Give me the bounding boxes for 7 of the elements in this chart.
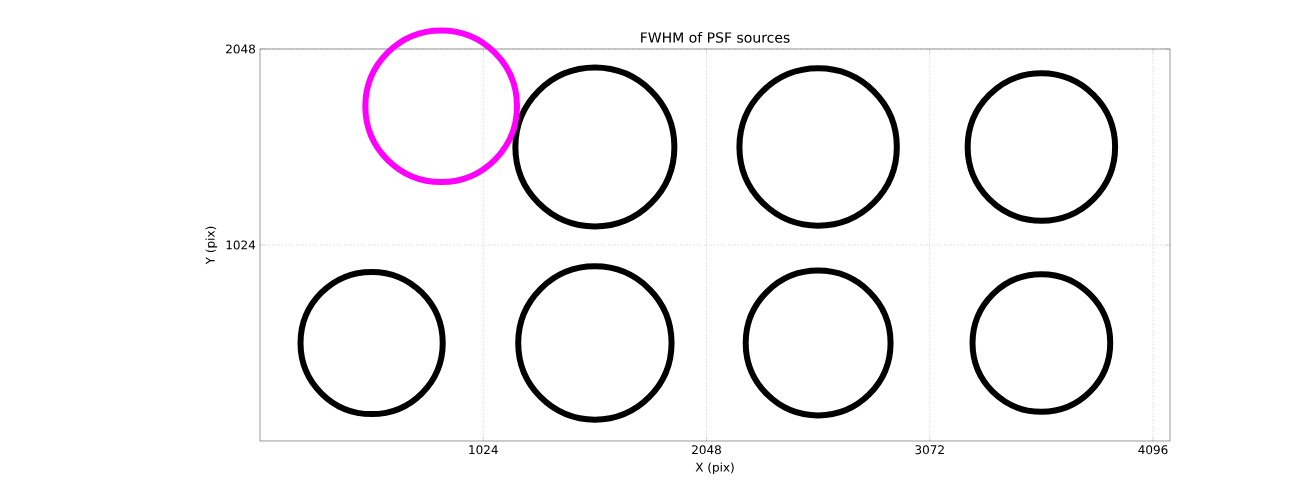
chart-title: FWHM of PSF sources [641,31,790,43]
x-tick-label: 4096 [1138,445,1168,455]
y-axis-title: Y (pix) [205,226,218,265]
x-tick-label: 1024 [469,445,498,455]
x-axis-title: X (pix) [695,462,734,475]
x-tick-label: 2048 [692,445,721,455]
x-tick-label: 3072 [915,445,944,455]
